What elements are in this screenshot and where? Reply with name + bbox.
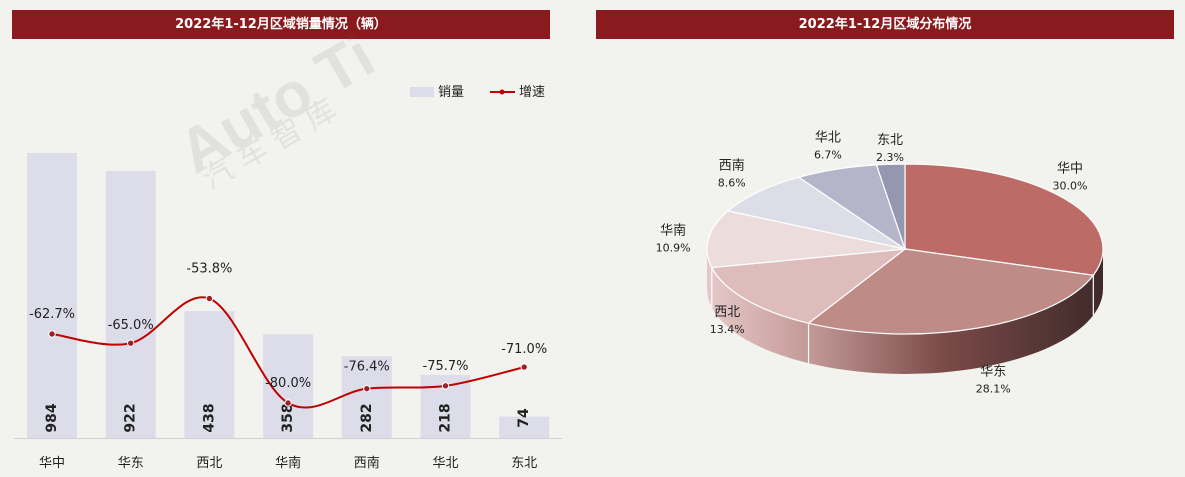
growth-label: -53.8%: [186, 262, 232, 277]
pie-label-name: 西北: [714, 305, 740, 320]
growth-label: -75.7%: [423, 359, 469, 374]
growth-label: -71.0%: [501, 342, 547, 357]
watermark: Auto Ti 汽 车 智 库: [168, 21, 386, 197]
legend-bar-label: 销量: [438, 85, 464, 100]
growth-point-4: [363, 384, 371, 393]
growth-point-0: [48, 330, 56, 338]
growth-label: -62.7%: [29, 307, 75, 322]
growth-point-6: [520, 363, 528, 371]
pie-label-percent: 13.4%: [710, 323, 745, 336]
pie-label-percent: 10.9%: [656, 242, 691, 255]
x-tick-label: 华南: [275, 455, 301, 471]
bar-value-label: 984: [44, 403, 60, 432]
pie-slice-4: [726, 176, 906, 250]
watermark-text: Auto Ti: [168, 21, 386, 187]
distribution-chart-title: 2022年1-12月区域分布情况: [596, 10, 1174, 39]
growth-point-2: [205, 294, 214, 303]
bar-value-label: 218: [438, 403, 454, 432]
x-tick-label: 东北: [511, 456, 537, 471]
legend-line-marker: [499, 89, 505, 95]
pie-label-percent: 8.6%: [718, 177, 746, 190]
legend-bar-swatch: [410, 87, 434, 97]
bar-value-label: 922: [123, 403, 139, 432]
pie-slice-2: [710, 248, 908, 324]
pie-slice-1: [807, 248, 1095, 335]
pie-label-name: 华中: [1057, 162, 1083, 177]
bar-2: [184, 311, 235, 438]
bar-6: [499, 416, 550, 438]
x-tick-label: 西南: [354, 455, 380, 471]
bar-4: [341, 356, 392, 438]
region-pie-chart: 华中 30.0% 华东 28.1% 西北 13.4% 华南 10.9% 西南 8.6% 华北 6.7%…: [656, 131, 1104, 396]
sales-chart-title: 2022年1-12月区域销量情况（辆）: [12, 10, 550, 39]
pie-label-name: 东北: [877, 133, 903, 148]
x-tick-label: 西北: [196, 456, 222, 471]
pie-label-percent: 30.0%: [1053, 180, 1088, 193]
pie-slice-3: [706, 210, 906, 269]
pie-label-percent: 6.7%: [814, 149, 842, 162]
pie-label-percent: 2.3%: [876, 151, 904, 164]
sales-combo-chart: 984 华中 922 华东 438 西北 358 华南 282 西南 218 华北 74 东北 -62.7%…: [14, 85, 562, 471]
x-tick-label: 华东: [118, 456, 144, 471]
pie-label-name: 华北: [815, 131, 841, 146]
bar-value-label: 358: [280, 403, 296, 432]
growth-point-5: [441, 382, 450, 390]
bar-0: [27, 153, 77, 438]
bar-value-label: 74: [516, 408, 532, 428]
pie-label-percent: 28.1%: [976, 383, 1011, 396]
x-tick-label: 华北: [432, 456, 458, 471]
bar-value-label: 438: [201, 403, 217, 432]
pie-label-name: 华南: [660, 223, 686, 239]
pie-slice-6: [875, 163, 906, 250]
bar-1: [105, 170, 156, 438]
legend-line-label: 增速: [519, 85, 545, 100]
bar-value-label: 282: [359, 403, 375, 432]
pie-label-name: 西南: [719, 158, 745, 174]
growth-label: -80.0%: [265, 376, 311, 391]
x-tick-label: 华中: [39, 456, 65, 471]
pie-label-name: 华东: [980, 365, 1006, 380]
growth-label: -76.4%: [344, 360, 390, 375]
growth-point-3: [284, 399, 292, 407]
growth-point-1: [127, 339, 135, 347]
pie-slice-0: [904, 163, 1104, 276]
pie-side-wall: [707, 249, 1103, 374]
growth-label: -65.0%: [108, 318, 154, 333]
